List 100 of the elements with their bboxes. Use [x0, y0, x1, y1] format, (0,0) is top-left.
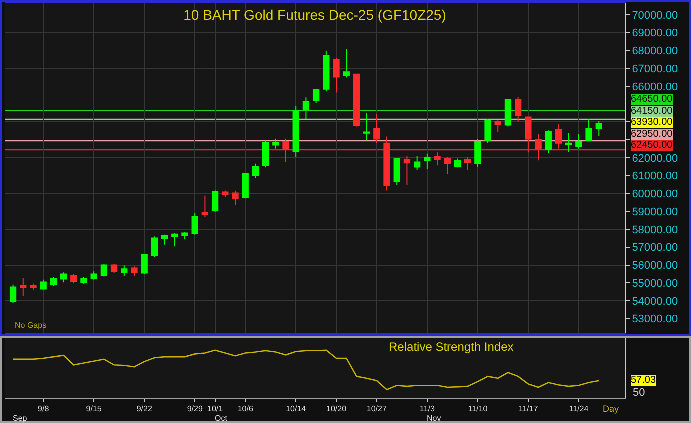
x-tick-label: 11/17 — [518, 404, 539, 414]
x-tick-label: 9/8 — [38, 404, 50, 414]
candlestick — [60, 272, 68, 284]
candlestick — [494, 120, 502, 133]
candlestick — [182, 232, 188, 240]
candlestick — [384, 136, 390, 192]
candlestick — [312, 88, 320, 104]
x-tick-label: 10/20 — [326, 404, 348, 414]
candlestick — [363, 112, 370, 142]
candlestick — [454, 158, 462, 168]
candlestick — [353, 73, 360, 128]
candlestick — [424, 153, 431, 170]
text: 63930.00 — [631, 117, 674, 128]
ref-line-label: 64150.00 — [631, 106, 674, 117]
x-tick-label: 10/6 — [238, 404, 254, 414]
y-tick-label: 61000.00 — [632, 170, 678, 183]
text: Oct — [215, 414, 228, 423]
candlestick — [414, 156, 421, 170]
y-tick-label: 54000.00 — [632, 296, 678, 308]
y-tick-label: 56000.00 — [632, 260, 678, 272]
candlestick — [90, 271, 98, 280]
candlestick — [444, 156, 451, 175]
candlestick — [121, 265, 128, 276]
candlestick — [504, 98, 512, 128]
candlestick — [161, 234, 168, 246]
candlestick — [40, 279, 47, 290]
candlestick — [212, 190, 219, 212]
y-tick-label: 70000.00 — [632, 10, 678, 22]
chart-title: 10 BAHT Gold Futures Dec-25 (GF10Z25) — [184, 6, 446, 23]
x-tick-label: 11/3 — [420, 404, 436, 414]
candlestick — [10, 284, 17, 304]
y-tick-label: 53000.00 — [632, 314, 678, 326]
y-tick-label: 62000.00 — [632, 152, 678, 165]
ref-line-label: 62950.00 — [631, 129, 674, 140]
candlestick — [545, 130, 552, 154]
candlestick — [20, 278, 27, 298]
candlestick — [131, 266, 138, 276]
candlestick — [141, 253, 148, 275]
candlestick — [192, 212, 198, 236]
candlestick — [282, 138, 290, 163]
candlestick — [333, 58, 340, 94]
candlestick — [566, 132, 572, 153]
candlestick — [535, 134, 542, 162]
candlestick — [343, 48, 350, 78]
candlestick — [272, 138, 280, 150]
candlestick — [525, 116, 532, 154]
candlestick — [70, 274, 78, 284]
chart-title: Relative Strength Index — [389, 340, 514, 354]
candlestick — [110, 264, 118, 274]
x-tick-label: 10/27 — [366, 404, 388, 414]
candlestick — [252, 163, 260, 179]
x-tick-label: 11/10 — [468, 404, 488, 414]
text: 50 — [633, 387, 646, 399]
candlestick — [515, 96, 522, 122]
candlestick — [30, 283, 37, 290]
candlestick — [464, 157, 472, 170]
candlestick — [302, 97, 310, 120]
x-axis-title: Day — [603, 404, 620, 414]
y-tick-label: 66000.00 — [632, 81, 678, 94]
x-tick-label: 9/15 — [86, 404, 102, 414]
y-tick-label: 68000.00 — [632, 46, 678, 58]
text: 57.03 — [631, 375, 656, 386]
y-tick-label: 60000.00 — [632, 188, 678, 201]
candlestick — [474, 138, 482, 168]
text: Nov — [427, 414, 442, 423]
y-tick-label: 69000.00 — [632, 28, 678, 40]
annotation: No Gaps — [15, 321, 47, 330]
candlestick — [50, 276, 58, 286]
candlestick — [374, 114, 380, 144]
candlestick — [202, 195, 209, 218]
candlestick — [292, 105, 300, 158]
y-tick-label: 57000.00 — [632, 242, 678, 254]
candlestick — [151, 236, 158, 258]
candlestick — [484, 118, 492, 144]
x-tick-label: 10/14 — [286, 404, 307, 414]
x-tick-label: 10/1 — [208, 404, 224, 414]
candlestick — [80, 276, 88, 284]
candlestick — [100, 264, 108, 278]
candlestick — [232, 190, 239, 206]
y-tick-label: 59000.00 — [632, 206, 678, 218]
x-tick-label: 9/29 — [187, 404, 204, 414]
candlestick — [596, 120, 602, 136]
candlestick — [242, 172, 249, 200]
x-tick-label: 11/24 — [569, 404, 590, 414]
candlestick — [576, 134, 582, 150]
candlestick — [222, 190, 229, 198]
y-tick-label: 55000.00 — [632, 278, 678, 290]
y-tick-label: 58000.00 — [632, 224, 678, 236]
ref-line-label: 64650.00 — [631, 94, 674, 105]
candlestick — [555, 124, 562, 150]
y-tick-label: 67000.00 — [632, 63, 678, 76]
text: Sep — [13, 414, 28, 423]
candlestick — [172, 232, 178, 248]
candlestick — [394, 158, 400, 186]
x-tick-label: 9/22 — [136, 404, 153, 414]
candlestick — [404, 156, 411, 186]
candlestick — [586, 118, 592, 142]
ref-line-label: 62450.00 — [631, 140, 674, 151]
candlestick — [262, 140, 270, 168]
candlestick — [434, 152, 441, 166]
